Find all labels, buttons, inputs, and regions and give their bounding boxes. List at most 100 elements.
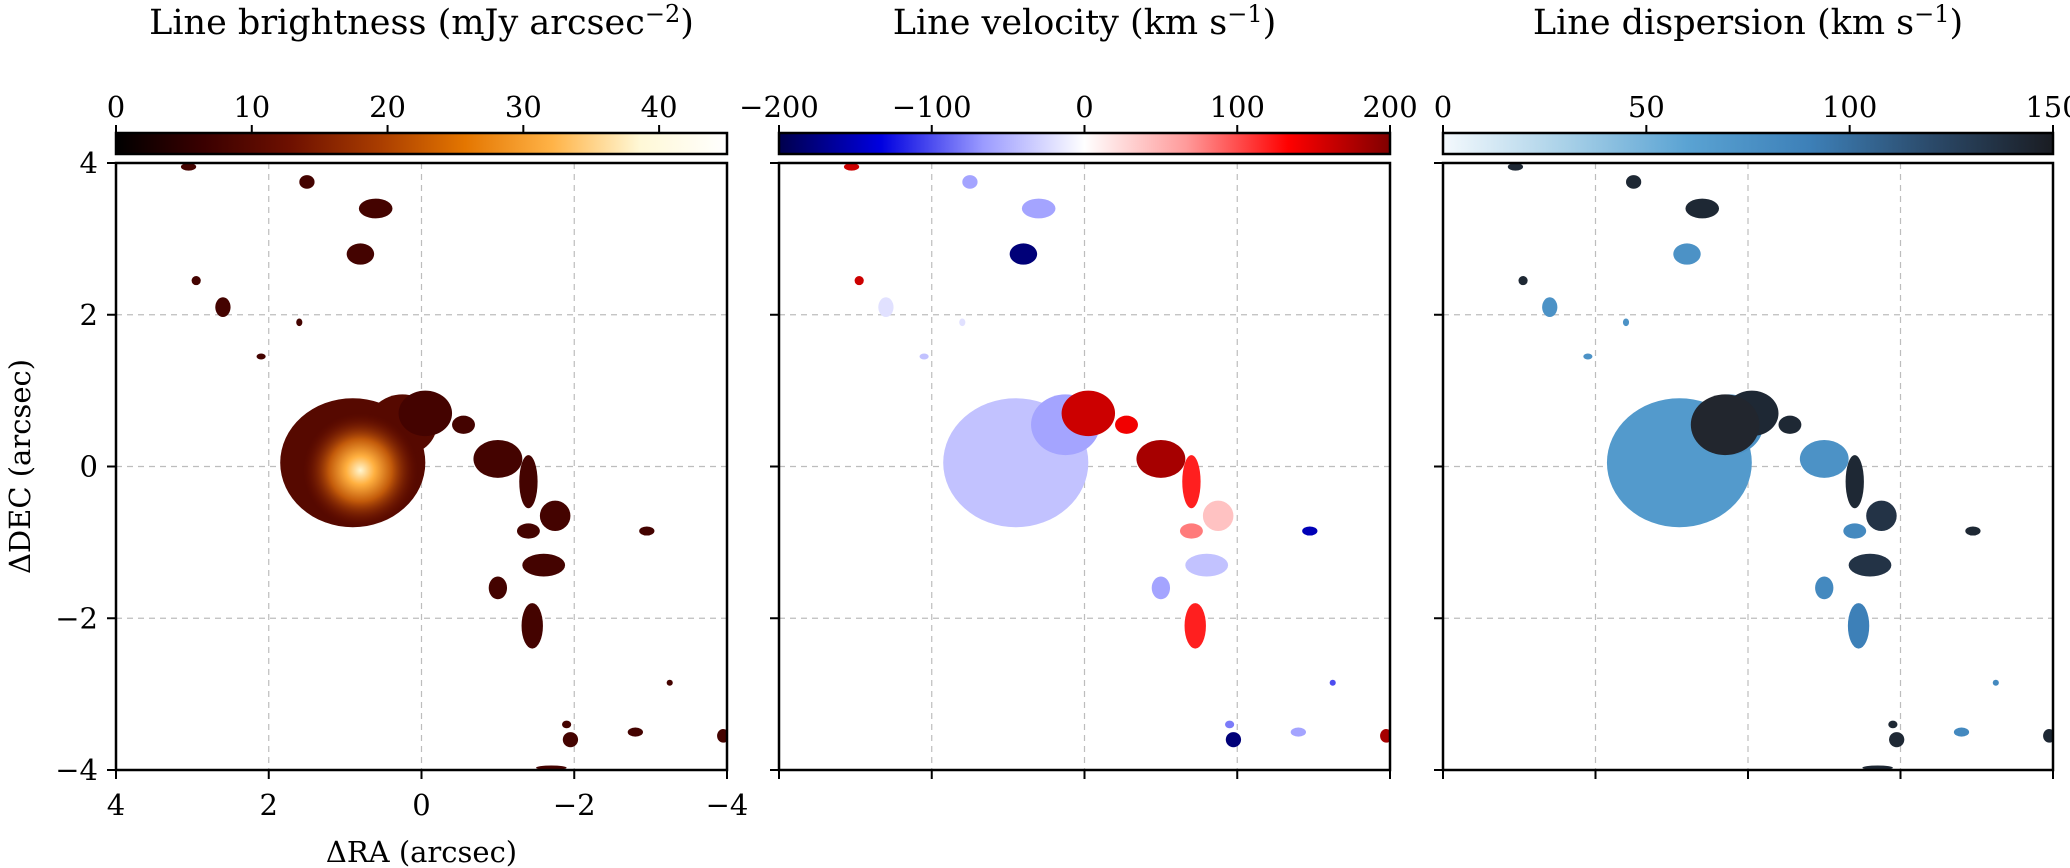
- emission-region: [1866, 500, 1897, 531]
- x-tick-label: −2: [553, 788, 596, 822]
- map-regions: [843, 163, 1390, 770]
- emission-region: [1225, 720, 1235, 729]
- emission-region: [1507, 163, 1524, 171]
- emission-region: [488, 576, 508, 600]
- emission-region: [1061, 390, 1116, 437]
- emission-region: [522, 553, 566, 577]
- emission-region: [473, 439, 523, 478]
- title-tail: ): [1263, 3, 1277, 43]
- emission-region: [1583, 353, 1593, 360]
- y-tick-label: 0: [80, 450, 98, 484]
- x-tick-label: −4: [706, 788, 749, 822]
- emission-region: [919, 353, 929, 360]
- colorbar-tick-label: −100: [892, 90, 972, 124]
- colorbar: [116, 133, 727, 154]
- title-text: Line brightness (mJy arcsec: [149, 3, 645, 43]
- colorbar-tick-label: 40: [641, 90, 678, 124]
- emission-region: [1179, 523, 1203, 539]
- colorbar-tick-label: 150: [2025, 90, 2070, 124]
- x-tick-label: 0: [412, 788, 430, 822]
- panel-title: Line velocity (km s−1): [893, 0, 1277, 43]
- emission-region: [854, 276, 864, 286]
- emission-region: [627, 727, 643, 737]
- emission-region: [1622, 318, 1630, 327]
- emission-region: [1992, 679, 1999, 686]
- emission-region: [1815, 576, 1834, 600]
- title-text: Line velocity (km s: [893, 3, 1227, 43]
- emission-region: [398, 390, 453, 437]
- emission-region: [1136, 439, 1186, 478]
- title-superscript: −2: [645, 0, 680, 28]
- panel-dispersion: Line dispersion (km s−1) 0 50 100 150: [1434, 0, 2070, 779]
- colorbar-tick-label: 0: [1434, 90, 1452, 124]
- panel-title: Line brightness (mJy arcsec−2): [149, 0, 694, 43]
- colorbar-tick-label: 0: [107, 90, 125, 124]
- colorbar-tick-label: 20: [369, 90, 406, 124]
- colorbar-tick-label: 100: [1210, 90, 1265, 124]
- colorbar-tick-label: 50: [1628, 90, 1665, 124]
- emission-region: [1685, 198, 1720, 219]
- panel-brightness: Line brightness (mJy arcsec−2)0 10 20 30 404…: [3, 0, 748, 868]
- emission-region: [256, 353, 266, 360]
- colorbar-tick-label: 30: [505, 90, 542, 124]
- title-tail: ): [680, 3, 694, 43]
- emission-region: [516, 523, 540, 539]
- y-tick-label: 2: [80, 298, 98, 332]
- colorbar-tick-label: 0: [1075, 90, 1093, 124]
- emission-region: [346, 243, 375, 265]
- title-superscript: −1: [1914, 0, 1949, 28]
- colorbar-tick-label: −200: [739, 90, 819, 124]
- colorbar-frame: [114, 131, 729, 156]
- colorbar: [1443, 133, 2053, 154]
- high-dispersion-region: [1690, 394, 1760, 456]
- emission-region: [180, 163, 197, 171]
- emission-region: [1329, 679, 1336, 686]
- emission-region: [1888, 720, 1898, 729]
- x-axis-label: ΔRA (arcsec): [326, 835, 517, 868]
- emission-region: [717, 729, 727, 743]
- brightness-peak: [303, 413, 418, 528]
- emission-region: [1626, 175, 1642, 189]
- emission-region: [878, 297, 894, 318]
- emission-region: [843, 163, 860, 171]
- emission-region: [215, 297, 231, 318]
- title-tail: ): [1950, 3, 1964, 43]
- emission-region: [562, 732, 579, 748]
- emission-region: [1115, 415, 1138, 434]
- emission-region: [1151, 576, 1171, 600]
- emission-region: [1889, 732, 1905, 748]
- colorbar: [779, 133, 1390, 154]
- panel-title: Line dispersion (km s−1): [1533, 0, 1963, 43]
- y-tick-label: −4: [55, 753, 98, 787]
- emission-region: [1021, 198, 1056, 219]
- emission-region: [1184, 603, 1206, 649]
- colorbar-tick-label: 10: [233, 90, 270, 124]
- emission-region: [1845, 455, 1864, 509]
- emission-region: [521, 603, 543, 649]
- emission-region: [539, 500, 571, 531]
- emission-region: [1847, 603, 1870, 649]
- y-tick-label: −2: [55, 601, 98, 635]
- emission-region: [1225, 732, 1242, 748]
- emission-region: [1518, 276, 1528, 286]
- emission-region: [1673, 243, 1701, 265]
- emission-region: [562, 720, 572, 729]
- emission-region: [1799, 439, 1849, 478]
- x-tick-label: 4: [107, 788, 125, 822]
- emission-region: [2043, 729, 2053, 743]
- emission-region: [452, 415, 475, 434]
- emission-region: [959, 318, 966, 327]
- emission-region: [1302, 526, 1318, 536]
- emission-region: [1843, 523, 1867, 539]
- emission-region: [1965, 526, 1981, 536]
- map-regions: [180, 163, 727, 770]
- emission-region: [962, 175, 978, 189]
- emission-region: [519, 455, 538, 509]
- colorbar-frame: [1441, 131, 2055, 156]
- y-tick-label: 4: [80, 146, 98, 180]
- emission-region: [1778, 415, 1802, 434]
- map-regions: [1507, 163, 2053, 770]
- emission-region: [666, 679, 673, 686]
- y-axis-label: ΔDEC (arcsec): [3, 359, 37, 574]
